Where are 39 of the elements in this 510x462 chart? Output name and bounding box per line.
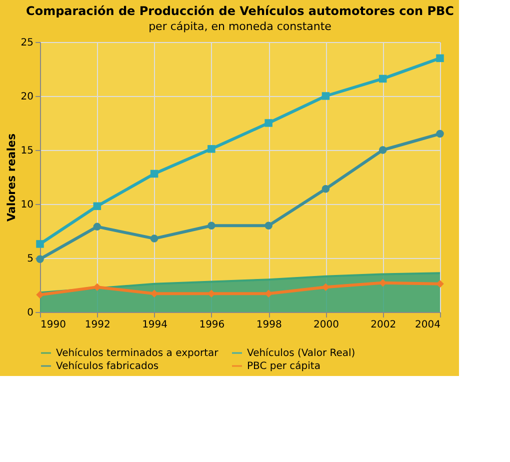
y-tick-label: 5 [27,254,34,264]
point [150,234,158,242]
chart-title: Comparación de Producción de Vehículos automotores con PBC [26,4,454,18]
y-axis-title: Valores reales [4,133,18,222]
x-tick-label: 2000 [313,320,339,330]
point [36,290,44,299]
point [264,222,272,230]
legend-label: Vehículos terminados a exportar [56,348,220,359]
x-tick-label: 1998 [256,320,282,330]
point [436,280,444,288]
point [378,74,387,83]
y-tick-label: 10 [20,200,34,210]
point [378,146,387,154]
chart-subtitle: per cápita, en moneda constante [148,20,332,33]
x-tick-label: 2004 [415,320,440,330]
legend-label: Vehículos (Valor Real) [247,348,356,359]
point [36,255,44,263]
point [436,54,444,62]
point [93,202,102,210]
point [322,92,330,100]
point [36,240,44,248]
x-tick-label: 2002 [370,320,396,330]
point [150,170,158,178]
x-tick-label: 1992 [84,320,110,330]
point [93,222,102,231]
x-tick-label: 1996 [199,320,225,330]
point [208,222,216,230]
point [322,185,330,193]
point [208,145,216,153]
y-tick-label: 25 [20,38,34,48]
x-tick-label: 1990 [40,320,66,330]
y-tick-label: 15 [20,146,34,156]
point [264,119,272,127]
legend-label: Vehículos fabricados [56,361,159,372]
legend-label: PBC per cápita [247,361,320,372]
point [436,130,444,138]
y-tick-label: 20 [20,92,34,102]
x-tick-label: 1994 [142,320,168,330]
y-tick-label: 0 [27,308,34,318]
